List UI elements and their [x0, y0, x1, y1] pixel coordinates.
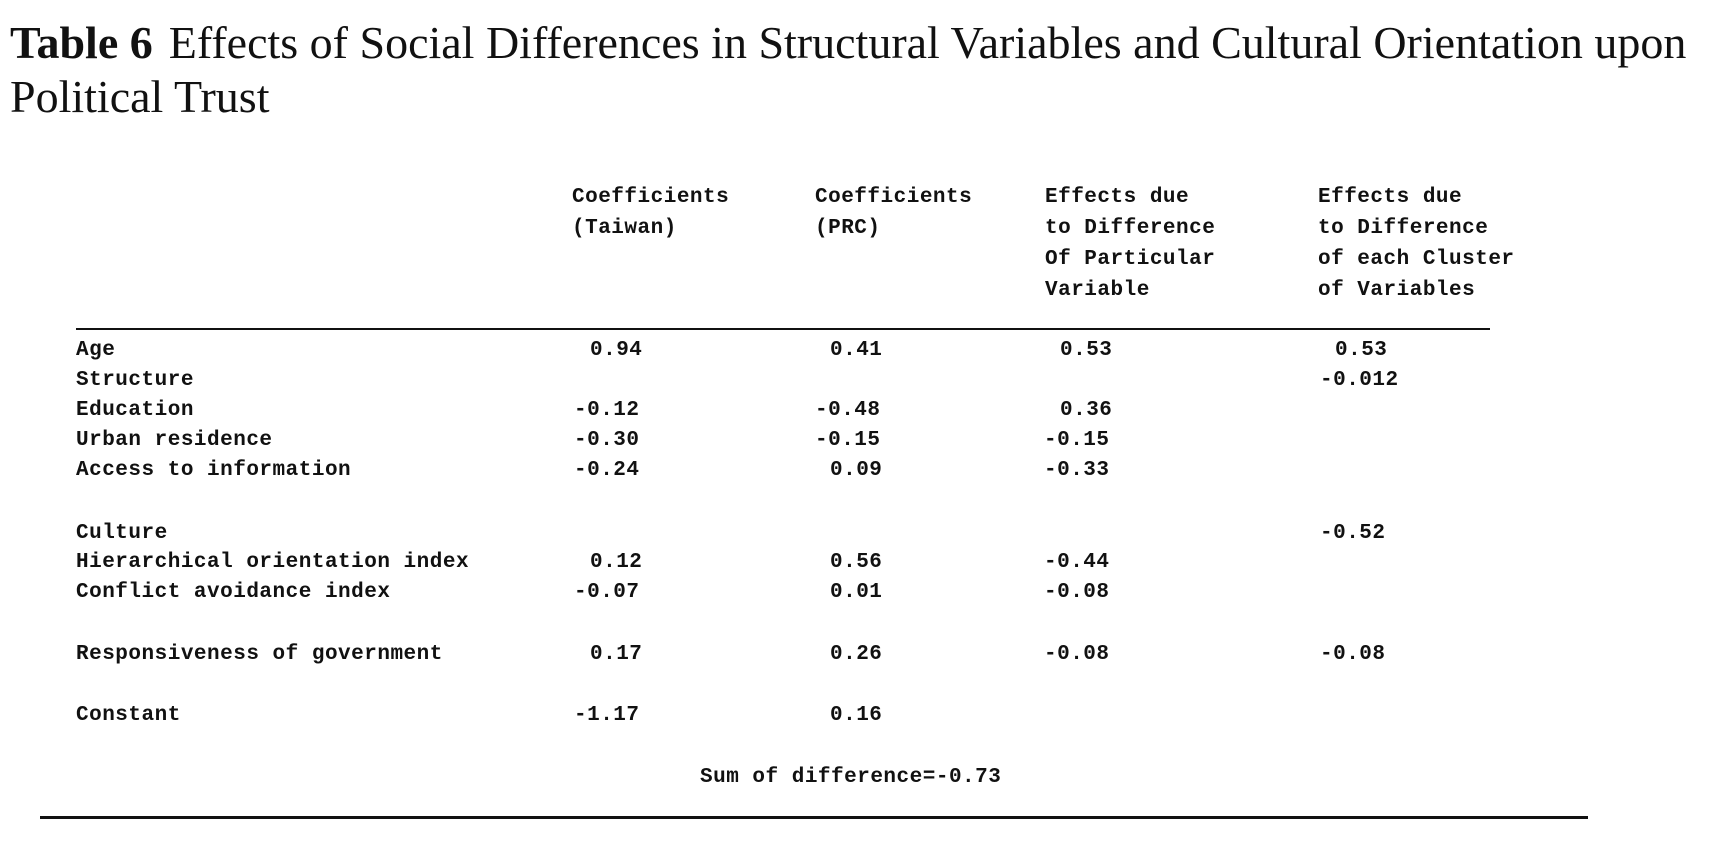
column-header-particular-effect: Effects due to Difference Of Particular … [1045, 182, 1215, 306]
row-label: Culture [76, 522, 168, 545]
column-header-line: Coefficients [815, 186, 973, 209]
column-header-line: Of Particular [1045, 248, 1216, 271]
cell-taiwan: 0.94 [590, 339, 643, 362]
row-label: Urban residence [76, 429, 273, 452]
cell-prc: 0.41 [830, 339, 883, 362]
cell-taiwan: -0.24 [574, 459, 640, 482]
cell-prc: -0.48 [815, 399, 881, 422]
column-header-line: of each Cluster [1318, 248, 1515, 271]
row-label: Conflict avoidance index [76, 581, 391, 604]
bottom-rule [40, 816, 1588, 819]
column-header-line: (PRC) [815, 217, 881, 240]
column-header-line: Effects due [1045, 186, 1190, 209]
cell-effect: -0.44 [1044, 551, 1110, 574]
cell-prc: 0.56 [830, 551, 883, 574]
table-row: Access to information -0.24 0.09 -0.33 [0, 456, 1730, 486]
cell-effect: 0.36 [1060, 399, 1113, 422]
column-header-line: to Difference [1318, 217, 1489, 240]
cell-prc: 0.01 [830, 581, 883, 604]
cell-effect: -0.08 [1044, 581, 1110, 604]
column-header-line: of Variables [1318, 279, 1476, 302]
column-header-line: Effects due [1318, 186, 1463, 209]
column-header-line: Variable [1045, 279, 1150, 302]
cell-effect: 0.53 [1060, 339, 1113, 362]
table-title-text: Effects of Social Differences in Structu… [10, 17, 1687, 122]
column-header-taiwan: Coefficients (Taiwan) [572, 182, 729, 244]
cell-taiwan: -1.17 [574, 704, 640, 727]
header-rule [76, 328, 1490, 330]
cell-taiwan: 0.17 [590, 643, 643, 666]
table-number: Table 6 [10, 17, 153, 68]
row-label: Age [76, 339, 116, 362]
column-header-prc: Coefficients (PRC) [815, 182, 972, 244]
cell-taiwan: -0.07 [574, 581, 640, 604]
row-label: Structure [76, 369, 194, 392]
row-label: Hierarchical orientation index [76, 551, 470, 574]
cell-prc: -0.15 [815, 429, 881, 452]
cell-cluster: 0.53 [1335, 339, 1388, 362]
cell-taiwan: 0.12 [590, 551, 643, 574]
table-row: Education -0.12 -0.48 0.36 [0, 396, 1730, 426]
cell-effect: -0.15 [1044, 429, 1110, 452]
cell-prc: 0.09 [830, 459, 883, 482]
table-row: Constant -1.17 0.16 [0, 701, 1730, 731]
table-row: Structure -0.012 [0, 366, 1730, 396]
cell-cluster: -0.012 [1320, 369, 1399, 392]
table-row: Urban residence -0.30 -0.15 -0.15 [0, 426, 1730, 456]
column-header-line: (Taiwan) [572, 217, 677, 240]
cell-taiwan: -0.30 [574, 429, 640, 452]
row-label: Constant [76, 704, 181, 727]
row-label: Access to information [76, 459, 352, 482]
cell-cluster: -0.52 [1320, 522, 1386, 545]
sum-of-difference: Sum of difference=-0.73 [700, 766, 1002, 789]
table-title: Table 6 Effects of Social Differences in … [10, 16, 1720, 124]
row-label: Education [76, 399, 194, 422]
cell-prc: 0.26 [830, 643, 883, 666]
table-row: Culture -0.52 [0, 519, 1730, 549]
cell-cluster: -0.08 [1320, 643, 1386, 666]
table-row: Hierarchical orientation index 0.12 0.56… [0, 548, 1730, 578]
cell-prc: 0.16 [830, 704, 883, 727]
column-header-line: to Difference [1045, 217, 1216, 240]
table-row: Conflict avoidance index -0.07 0.01 -0.0… [0, 578, 1730, 608]
cell-taiwan: -0.12 [574, 399, 640, 422]
table-row: Age 0.94 0.41 0.53 0.53 [0, 336, 1730, 366]
cell-effect: -0.08 [1044, 643, 1110, 666]
column-header-line: Coefficients [572, 186, 730, 209]
row-label: Responsiveness of government [76, 643, 443, 666]
column-header-cluster-effect: Effects due to Difference of each Cluste… [1318, 182, 1515, 306]
table-row: Responsiveness of government 0.17 0.26 -… [0, 640, 1730, 670]
cell-effect: -0.33 [1044, 459, 1110, 482]
